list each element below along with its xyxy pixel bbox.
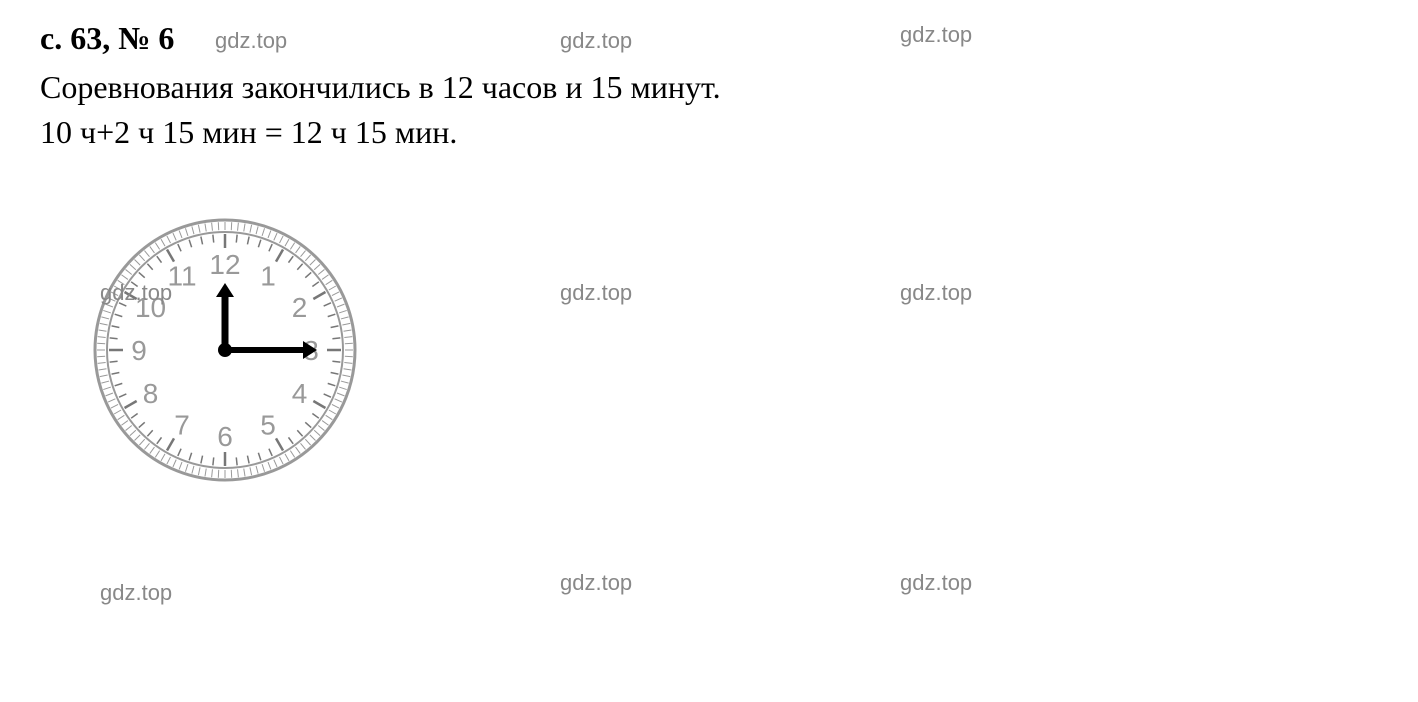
svg-text:5: 5 [260,409,276,440]
page-reference: с. 63, № 6 [40,20,174,56]
watermark: gdz.top [900,22,972,48]
watermark: gdz.top [560,280,632,306]
svg-text:2: 2 [292,292,308,323]
watermark: gdz.top [900,280,972,306]
watermark: gdz.top [100,280,172,306]
svg-text:1: 1 [260,260,276,291]
svg-text:4: 4 [292,378,308,409]
clock-container: 121234567891011 [90,215,1378,490]
watermark: gdz.top [215,28,287,54]
watermark: gdz.top [560,28,632,54]
watermark: gdz.top [560,570,632,596]
svg-text:8: 8 [143,378,159,409]
watermark: gdz.top [900,570,972,596]
problem-line-2: 10 ч+2 ч 15 мин = 12 ч 15 мин. [40,110,1378,155]
problem-line-1: Соревнования закончились в 12 часов и 15… [40,65,1378,110]
svg-text:6: 6 [217,421,233,452]
watermark: gdz.top [100,580,172,606]
svg-text:12: 12 [209,249,240,280]
problem-text: Соревнования закончились в 12 часов и 15… [40,65,1378,155]
svg-text:7: 7 [174,409,190,440]
clock-face: 121234567891011 [90,215,360,485]
svg-text:9: 9 [131,335,147,366]
